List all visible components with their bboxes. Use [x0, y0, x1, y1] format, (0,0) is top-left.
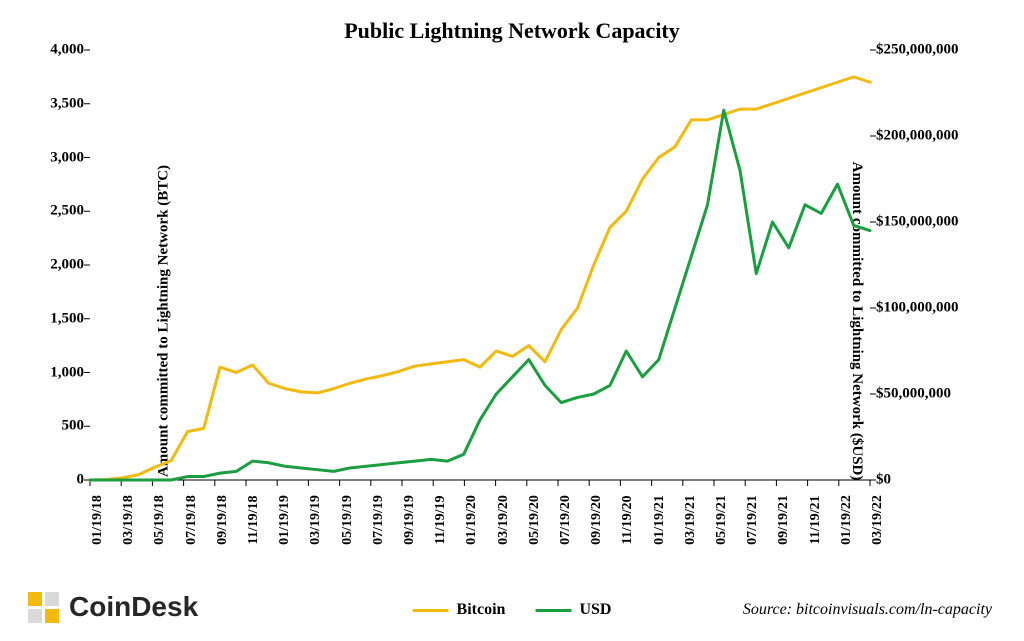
x-tick: 07/19/21	[745, 495, 761, 545]
x-tick: 03/19/20	[496, 495, 512, 545]
y-right-tick: $50,000,000	[876, 386, 951, 403]
x-tick: 09/19/19	[402, 495, 418, 545]
y-right-tick: $100,000,000	[876, 300, 959, 317]
y-left-tick: 0	[77, 472, 85, 489]
plot-area: 05001,0001,5002,0002,5003,0003,5004,000$…	[90, 50, 870, 480]
x-tick: 07/19/19	[371, 495, 387, 545]
x-tick: 01/19/21	[652, 495, 668, 545]
y-right-tick: $200,000,000	[876, 128, 959, 145]
x-tick: 01/19/18	[90, 495, 106, 545]
x-tick: 03/19/19	[308, 495, 324, 545]
coindesk-logo-text: CoinDesk	[69, 591, 198, 623]
x-tick: 01/19/19	[277, 495, 293, 545]
logo-square	[45, 592, 59, 606]
legend-item-usd: USD	[535, 601, 611, 619]
x-tick: 05/19/19	[340, 495, 356, 545]
logo-square	[28, 609, 42, 623]
y-right-tick: $0	[876, 472, 891, 489]
x-tick: 11/19/21	[808, 495, 824, 544]
coindesk-logo: CoinDesk	[28, 591, 198, 623]
legend: Bitcoin USD	[413, 601, 612, 619]
y-left-tick: 2,000	[50, 257, 84, 274]
logo-square	[28, 592, 42, 606]
x-tick: 09/19/20	[589, 495, 605, 545]
legend-label-usd: USD	[579, 601, 611, 619]
chart-title: Public Lightning Network Capacity	[344, 18, 680, 44]
y-left-tick: 4,000	[50, 42, 84, 59]
x-tick: 05/19/21	[714, 495, 730, 545]
x-tick: 03/19/21	[683, 495, 699, 545]
x-tick: 11/19/19	[433, 495, 449, 544]
y-left-tick: 1,000	[50, 364, 84, 381]
y-left-tick: 1,500	[50, 310, 84, 327]
x-tick: 09/19/21	[776, 495, 792, 545]
x-tick: 11/19/20	[620, 495, 636, 544]
legend-item-bitcoin: Bitcoin	[413, 601, 506, 619]
x-tick: 05/19/18	[152, 495, 168, 545]
source-text: Source: bitcoinvisuals.com/ln-capacity	[743, 601, 992, 619]
y-left-tick: 2,500	[50, 203, 84, 220]
x-tick: 03/19/22	[870, 495, 886, 545]
y-right-tick: $150,000,000	[876, 214, 959, 231]
x-tick: 01/19/20	[464, 495, 480, 545]
y-left-tick: 3,000	[50, 149, 84, 166]
x-tick: 09/19/18	[215, 495, 231, 545]
chart-container: Public Lightning Network Capacity Amount…	[0, 0, 1024, 641]
x-tick: 05/19/20	[527, 495, 543, 545]
logo-square	[45, 609, 59, 623]
x-tick: 01/19/22	[839, 495, 855, 545]
x-tick: 03/19/18	[121, 495, 137, 545]
legend-swatch-bitcoin	[413, 609, 449, 612]
y-left-tick: 500	[62, 418, 85, 435]
y-right-tick: $250,000,000	[876, 42, 959, 59]
chart-lines-svg	[90, 50, 870, 480]
x-tick: 07/19/20	[558, 495, 574, 545]
x-tick: 11/19/18	[246, 495, 262, 544]
legend-label-bitcoin: Bitcoin	[457, 601, 506, 619]
y-left-tick: 3,500	[50, 95, 84, 112]
legend-swatch-usd	[535, 609, 571, 612]
series-line-usd	[90, 110, 870, 480]
coindesk-logo-mark	[28, 592, 59, 623]
x-tick: 07/19/18	[184, 495, 200, 545]
